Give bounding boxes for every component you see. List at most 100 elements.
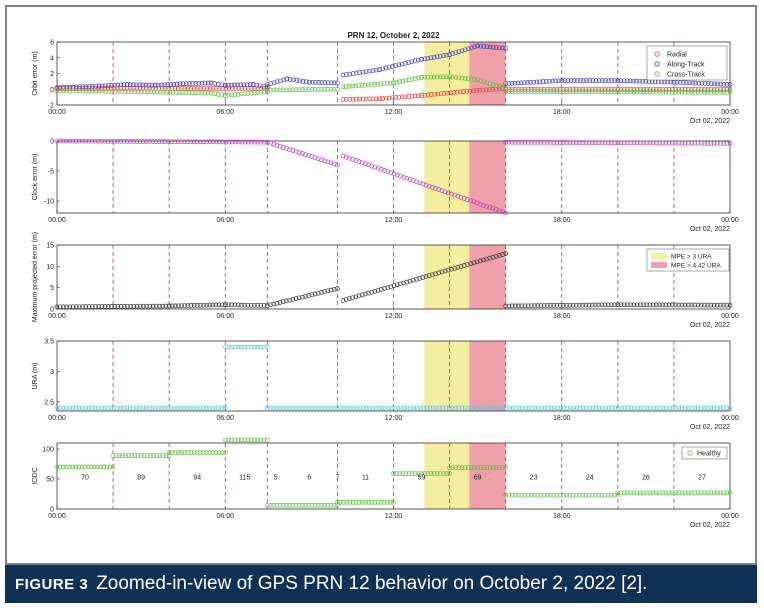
data-point — [157, 303, 162, 309]
band-red — [469, 341, 506, 411]
data-point — [176, 303, 181, 309]
y-tick-label: 2 — [50, 71, 54, 78]
data-point — [57, 464, 63, 470]
data-point — [447, 471, 452, 476]
data-point — [618, 86, 624, 92]
data-point — [627, 78, 633, 84]
data-point — [137, 82, 142, 88]
data-point — [506, 89, 512, 94]
data-point — [512, 303, 518, 309]
data-point — [676, 140, 682, 146]
data-point — [232, 82, 237, 88]
data-point — [96, 304, 102, 309]
y-tick-label: 0 — [50, 87, 54, 94]
data-point — [513, 405, 519, 411]
data-point — [676, 490, 682, 496]
data-point — [200, 405, 206, 411]
data-point — [287, 503, 292, 508]
data-point — [679, 405, 685, 411]
data-point — [465, 197, 470, 202]
y-tick-label: 0 — [50, 507, 54, 514]
data-point — [61, 88, 66, 94]
data-point — [382, 286, 387, 291]
data-point — [727, 490, 733, 496]
data-point — [188, 139, 194, 145]
data-point — [389, 405, 395, 411]
data-point — [182, 303, 188, 309]
data-point — [674, 79, 680, 85]
data-point — [101, 464, 107, 470]
data-point — [431, 54, 437, 60]
data-point — [351, 405, 356, 411]
data-point — [172, 139, 178, 145]
data-point — [461, 196, 467, 201]
data-point — [309, 87, 315, 92]
data-point — [242, 91, 248, 97]
data-point — [296, 87, 302, 93]
data-point — [264, 139, 270, 145]
data-point — [670, 405, 675, 411]
data-point — [433, 186, 438, 191]
data-point — [274, 87, 280, 93]
data-point — [721, 90, 726, 95]
data-point — [554, 86, 560, 92]
data-point — [721, 141, 726, 146]
data-point — [435, 91, 441, 97]
data-point — [557, 140, 563, 145]
x-tick-label: 18:00 — [553, 217, 571, 224]
data-point — [644, 86, 650, 92]
data-point — [290, 503, 296, 508]
data-point — [708, 81, 714, 87]
data-point — [346, 84, 352, 89]
data-point — [183, 90, 189, 95]
data-point — [98, 464, 103, 470]
data-point — [226, 82, 231, 88]
data-point — [539, 405, 545, 411]
data-point — [692, 140, 698, 146]
data-point — [503, 86, 509, 91]
data-point — [615, 86, 621, 92]
y-tick-label: 2.5 — [44, 399, 54, 406]
data-point — [644, 89, 650, 95]
data-point — [149, 405, 155, 411]
data-point — [612, 140, 617, 146]
data-point — [182, 139, 187, 145]
data-point — [506, 81, 512, 86]
data-point — [452, 265, 457, 271]
data-point — [467, 88, 473, 94]
data-point — [526, 405, 532, 411]
x-tick-label: 06:00 — [216, 415, 234, 422]
data-point — [153, 303, 159, 309]
data-point — [144, 303, 150, 309]
data-point — [67, 138, 73, 144]
data-point — [503, 45, 509, 51]
data-point — [564, 492, 569, 498]
data-point — [573, 492, 579, 498]
data-point — [440, 405, 446, 411]
data-point — [354, 405, 360, 411]
data-point — [544, 89, 550, 95]
data-point — [187, 81, 192, 86]
data-point — [684, 80, 689, 86]
data-point — [356, 500, 362, 505]
data-point — [615, 490, 621, 496]
data-point — [115, 304, 121, 309]
data-point — [564, 405, 570, 411]
data-point — [422, 74, 428, 80]
data-point — [212, 81, 218, 86]
data-point — [319, 405, 324, 411]
data-point — [554, 89, 560, 95]
data-point — [156, 139, 162, 144]
data-point — [220, 139, 226, 145]
data-point — [80, 304, 85, 310]
data-point — [70, 464, 75, 470]
data-point — [129, 89, 134, 94]
data-point — [615, 89, 621, 95]
x-tick-label: 00:00 — [48, 513, 66, 520]
data-point — [445, 190, 451, 196]
data-point — [360, 96, 366, 102]
data-point — [568, 405, 573, 411]
data-point — [401, 280, 406, 286]
data-point — [561, 86, 566, 92]
data-point — [177, 90, 182, 95]
